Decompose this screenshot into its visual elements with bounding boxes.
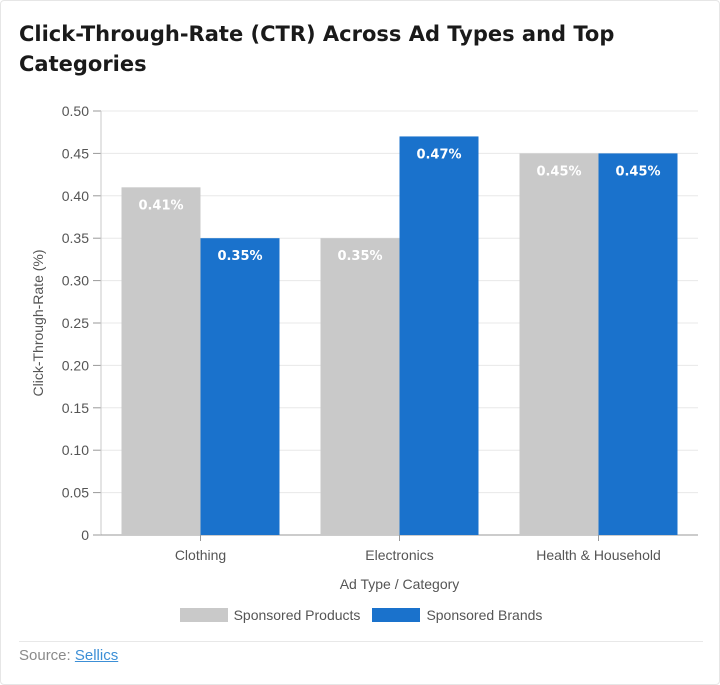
y-tick-label: 0.20: [62, 357, 89, 373]
y-tick-label: 0.25: [62, 315, 89, 331]
data-label: 0.45%: [536, 164, 581, 179]
y-tick-label: 0.30: [62, 273, 89, 289]
y-tick-label: 0.05: [62, 485, 89, 501]
y-tick-label: 0.35: [62, 230, 89, 246]
bar-sponsored-brands: [200, 238, 280, 535]
y-axis-title: Click-Through-Rate (%): [30, 249, 46, 396]
legend-label-sponsored-products: Sponsored Products: [233, 607, 361, 623]
legend-item-sponsored-products[interactable]: Sponsored Products: [179, 607, 361, 623]
footer-divider: [19, 641, 703, 642]
source-prefix: Source:: [19, 647, 75, 664]
data-label: 0.45%: [615, 164, 660, 179]
chart-legend: Sponsored Products Sponsored Brands: [1, 607, 720, 623]
x-tick-label: Clothing: [175, 547, 226, 563]
data-label: 0.41%: [138, 198, 183, 213]
chart-plot: 0 0.05 0.10 0.15 0.20 0.25 0.30 0.35 0.40 0.45 0.5…: [30, 103, 698, 592]
x-tick-label: Electronics: [365, 547, 433, 563]
legend-swatch-sponsored-products: [179, 608, 228, 622]
source-link[interactable]: Sellics: [74, 647, 119, 664]
bar-sponsored-brands: [598, 153, 678, 535]
y-tick-label: 0.15: [62, 400, 89, 416]
x-axis-title: Ad Type / Category: [340, 576, 460, 592]
bar-sponsored-brands: [399, 136, 479, 535]
data-label: 0.35%: [217, 249, 262, 264]
source-note: Source: Sellics: [19, 647, 118, 664]
x-tick-label: Health & Household: [536, 547, 661, 563]
y-tick-label: 0.10: [62, 442, 89, 458]
legend-swatch-sponsored-brands: [372, 608, 421, 622]
bar-sponsored-products: [519, 153, 599, 535]
y-tick-label: 0.40: [62, 188, 89, 204]
y-tick-label: 0.45: [62, 145, 89, 161]
data-label: 0.35%: [337, 249, 382, 264]
bar-sponsored-products: [320, 238, 400, 535]
chart-title: Click-Through-Rate (CTR) Across Ad Types…: [19, 22, 615, 76]
legend-item-sponsored-brands[interactable]: Sponsored Brands: [372, 607, 542, 623]
y-tick-label: 0.50: [62, 103, 89, 119]
bar-sponsored-products: [121, 187, 201, 535]
legend-label-sponsored-brands: Sponsored Brands: [426, 607, 543, 623]
y-tick-label: 0: [81, 527, 89, 543]
data-label: 0.47%: [416, 147, 461, 162]
